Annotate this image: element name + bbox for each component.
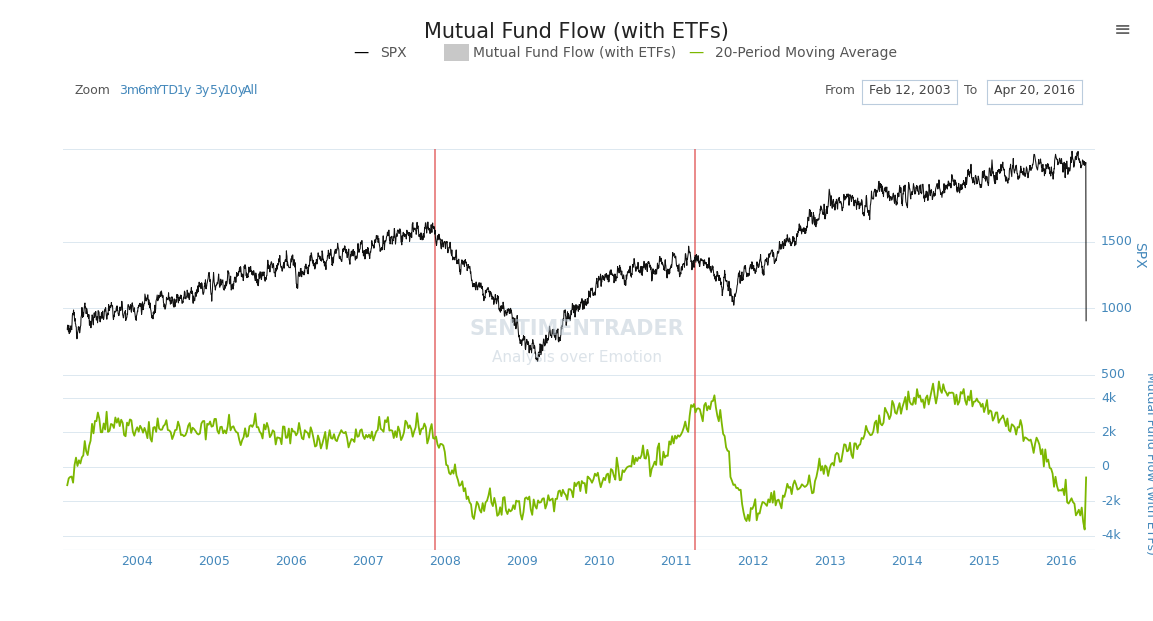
Text: 2k: 2k bbox=[1101, 426, 1116, 439]
Text: 5y: 5y bbox=[210, 84, 226, 96]
Text: 10y: 10y bbox=[223, 84, 246, 96]
Text: Analysis over Emotion: Analysis over Emotion bbox=[491, 350, 662, 365]
Text: To: To bbox=[964, 84, 977, 96]
Text: 0: 0 bbox=[1101, 460, 1109, 473]
Text: SPX: SPX bbox=[1132, 242, 1146, 268]
Text: —: — bbox=[688, 45, 703, 60]
Text: SENTIMENTRADER: SENTIMENTRADER bbox=[469, 319, 684, 339]
Text: All: All bbox=[242, 84, 258, 96]
Text: 6m: 6m bbox=[137, 84, 158, 96]
Text: SPX: SPX bbox=[380, 46, 407, 60]
Text: 1y: 1y bbox=[176, 84, 193, 96]
Text: Mutual Fund Flow (with ETFs): Mutual Fund Flow (with ETFs) bbox=[1144, 372, 1153, 555]
Text: 1500: 1500 bbox=[1101, 235, 1133, 248]
Text: 3m: 3m bbox=[119, 84, 140, 96]
Text: 3y: 3y bbox=[194, 84, 210, 96]
Text: Mutual Fund Flow (with ETFs): Mutual Fund Flow (with ETFs) bbox=[473, 46, 676, 60]
Text: -4k: -4k bbox=[1101, 529, 1121, 542]
Text: 1000: 1000 bbox=[1101, 302, 1133, 315]
Text: 500: 500 bbox=[1101, 368, 1125, 381]
Text: -2k: -2k bbox=[1101, 495, 1121, 508]
Text: Mutual Fund Flow (with ETFs): Mutual Fund Flow (with ETFs) bbox=[424, 22, 729, 42]
Text: YTD: YTD bbox=[153, 84, 179, 96]
Text: Feb 12, 2003: Feb 12, 2003 bbox=[869, 84, 950, 96]
Text: 4k: 4k bbox=[1101, 391, 1116, 404]
Text: —: — bbox=[354, 45, 369, 60]
Text: 20-Period Moving Average: 20-Period Moving Average bbox=[715, 46, 897, 60]
Text: Zoom: Zoom bbox=[75, 84, 111, 96]
Text: From: From bbox=[824, 84, 856, 96]
Text: Apr 20, 2016: Apr 20, 2016 bbox=[994, 84, 1075, 96]
Text: ≡: ≡ bbox=[1114, 20, 1132, 40]
